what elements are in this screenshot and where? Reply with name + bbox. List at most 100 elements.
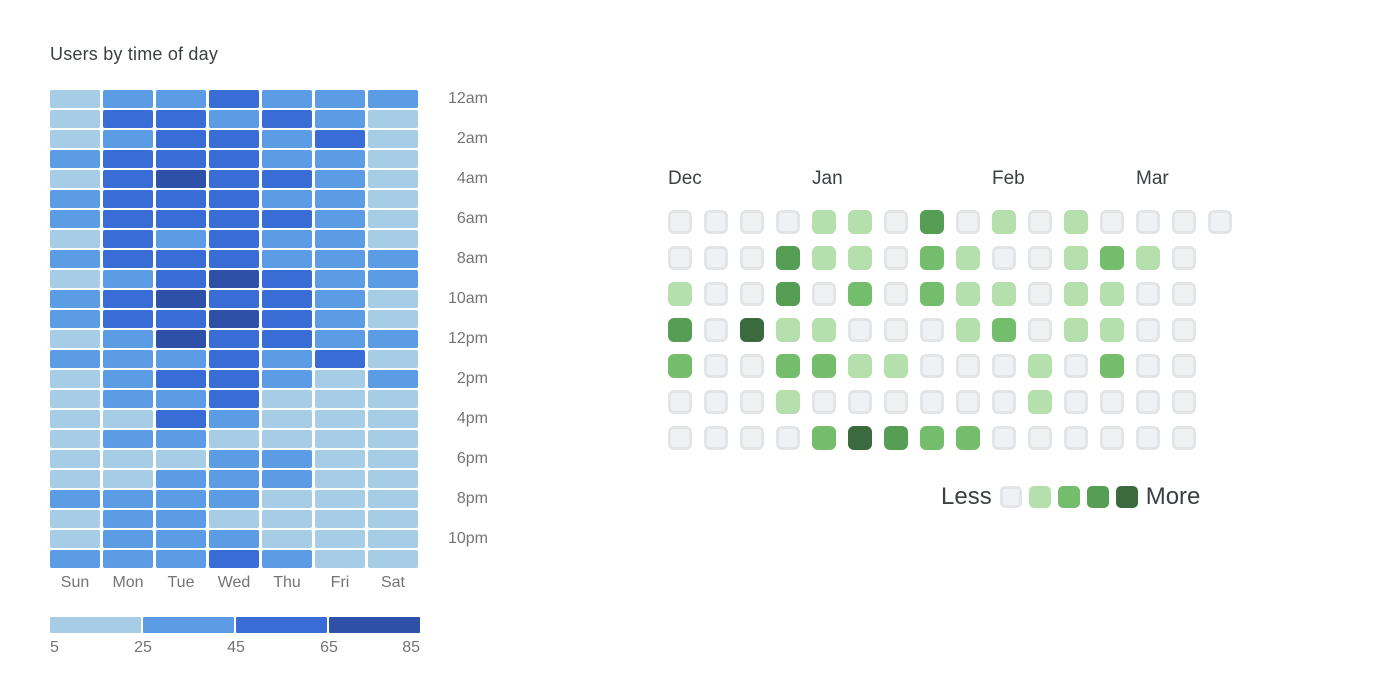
calendar-cell[interactable]: [920, 426, 944, 450]
calendar-cell[interactable]: [1064, 210, 1088, 234]
time-heatmap-cell[interactable]: [209, 550, 259, 568]
calendar-cell[interactable]: [848, 246, 872, 270]
time-heatmap-cell[interactable]: [209, 450, 259, 468]
time-heatmap-cell[interactable]: [368, 90, 418, 108]
time-heatmap-cell[interactable]: [315, 370, 365, 388]
calendar-cell[interactable]: [992, 210, 1016, 234]
calendar-cell[interactable]: [1064, 426, 1088, 450]
time-heatmap-cell[interactable]: [368, 270, 418, 288]
time-heatmap-cell[interactable]: [209, 210, 259, 228]
calendar-cell[interactable]: [1028, 426, 1052, 450]
time-heatmap-cell[interactable]: [368, 470, 418, 488]
time-heatmap-cell[interactable]: [262, 130, 312, 148]
time-heatmap-cell[interactable]: [209, 110, 259, 128]
time-heatmap-cell[interactable]: [368, 150, 418, 168]
calendar-cell[interactable]: [1028, 210, 1052, 234]
time-heatmap-cell[interactable]: [209, 290, 259, 308]
time-heatmap-cell[interactable]: [209, 130, 259, 148]
time-heatmap-cell[interactable]: [262, 190, 312, 208]
calendar-cell[interactable]: [1100, 282, 1124, 306]
calendar-cell[interactable]: [1100, 318, 1124, 342]
calendar-cell[interactable]: [812, 426, 836, 450]
time-heatmap-cell[interactable]: [368, 170, 418, 188]
calendar-cell[interactable]: [776, 318, 800, 342]
time-heatmap-cell[interactable]: [368, 370, 418, 388]
calendar-cell[interactable]: [776, 282, 800, 306]
time-heatmap-cell[interactable]: [156, 390, 206, 408]
calendar-cell[interactable]: [1028, 354, 1052, 378]
time-heatmap-cell[interactable]: [103, 350, 153, 368]
calendar-cell[interactable]: [668, 246, 692, 270]
time-heatmap-cell[interactable]: [156, 450, 206, 468]
time-heatmap-cell[interactable]: [315, 390, 365, 408]
calendar-cell[interactable]: [920, 210, 944, 234]
time-heatmap-cell[interactable]: [262, 510, 312, 528]
calendar-cell[interactable]: [884, 282, 908, 306]
time-heatmap-cell[interactable]: [50, 210, 100, 228]
time-heatmap-cell[interactable]: [50, 290, 100, 308]
calendar-cell[interactable]: [812, 246, 836, 270]
calendar-cell[interactable]: [668, 282, 692, 306]
time-heatmap-cell[interactable]: [368, 330, 418, 348]
time-heatmap-cell[interactable]: [103, 270, 153, 288]
time-heatmap-cell[interactable]: [103, 230, 153, 248]
time-heatmap-cell[interactable]: [50, 230, 100, 248]
time-heatmap-cell[interactable]: [368, 350, 418, 368]
time-heatmap-cell[interactable]: [368, 390, 418, 408]
calendar-cell[interactable]: [704, 390, 728, 414]
time-heatmap-cell[interactable]: [103, 90, 153, 108]
calendar-cell[interactable]: [776, 246, 800, 270]
time-heatmap-cell[interactable]: [315, 190, 365, 208]
time-heatmap-cell[interactable]: [156, 270, 206, 288]
calendar-cell[interactable]: [1136, 390, 1160, 414]
calendar-cell[interactable]: [740, 354, 764, 378]
time-heatmap-cell[interactable]: [50, 250, 100, 268]
time-heatmap-cell[interactable]: [50, 150, 100, 168]
calendar-cell[interactable]: [704, 318, 728, 342]
calendar-cell[interactable]: [1136, 246, 1160, 270]
calendar-cell[interactable]: [704, 426, 728, 450]
time-heatmap-cell[interactable]: [103, 470, 153, 488]
calendar-cell[interactable]: [668, 210, 692, 234]
time-heatmap-cell[interactable]: [50, 450, 100, 468]
time-heatmap-cell[interactable]: [50, 190, 100, 208]
time-heatmap-cell[interactable]: [315, 170, 365, 188]
time-heatmap-cell[interactable]: [209, 270, 259, 288]
time-heatmap-cell[interactable]: [50, 130, 100, 148]
time-heatmap-cell[interactable]: [262, 230, 312, 248]
time-heatmap-cell[interactable]: [368, 530, 418, 548]
time-heatmap-cell[interactable]: [209, 90, 259, 108]
time-heatmap-cell[interactable]: [156, 190, 206, 208]
time-heatmap-cell[interactable]: [209, 230, 259, 248]
time-heatmap-cell[interactable]: [315, 410, 365, 428]
calendar-cell[interactable]: [740, 318, 764, 342]
time-heatmap-cell[interactable]: [103, 210, 153, 228]
time-heatmap-cell[interactable]: [50, 430, 100, 448]
time-heatmap-cell[interactable]: [103, 490, 153, 508]
time-heatmap-cell[interactable]: [262, 470, 312, 488]
time-heatmap-cell[interactable]: [156, 230, 206, 248]
calendar-cell[interactable]: [956, 390, 980, 414]
time-heatmap-cell[interactable]: [156, 370, 206, 388]
time-heatmap-cell[interactable]: [50, 410, 100, 428]
time-heatmap-cell[interactable]: [156, 210, 206, 228]
time-heatmap-cell[interactable]: [209, 350, 259, 368]
calendar-cell[interactable]: [1208, 210, 1232, 234]
time-heatmap-cell[interactable]: [156, 530, 206, 548]
time-heatmap-cell[interactable]: [315, 490, 365, 508]
time-heatmap-cell[interactable]: [315, 510, 365, 528]
time-heatmap-cell[interactable]: [103, 170, 153, 188]
time-heatmap-cell[interactable]: [50, 490, 100, 508]
time-heatmap-cell[interactable]: [156, 150, 206, 168]
time-heatmap-cell[interactable]: [156, 170, 206, 188]
calendar-cell[interactable]: [992, 390, 1016, 414]
time-heatmap-cell[interactable]: [209, 330, 259, 348]
time-heatmap-cell[interactable]: [315, 430, 365, 448]
time-heatmap-cell[interactable]: [209, 490, 259, 508]
calendar-cell[interactable]: [1028, 390, 1052, 414]
calendar-cell[interactable]: [1172, 354, 1196, 378]
time-heatmap-cell[interactable]: [209, 370, 259, 388]
calendar-cell[interactable]: [1172, 246, 1196, 270]
calendar-cell[interactable]: [992, 246, 1016, 270]
time-heatmap-cell[interactable]: [103, 150, 153, 168]
